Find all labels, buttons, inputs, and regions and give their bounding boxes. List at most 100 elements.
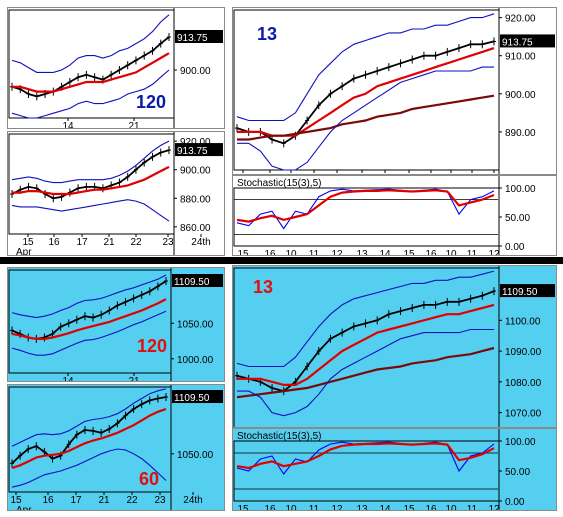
last-price-label: 1109.50: [174, 393, 210, 404]
chart-panel-bottom-13min: 1100.00 1090.00 1080.00 1070.00 1109.50 13: [232, 265, 557, 428]
chart-svg-bottom-13: 1100.00 1090.00 1080.00 1070.00 1109.50 13: [233, 266, 555, 427]
chart-panel-top-60min: 920.00900.00880.00860.00913.756015161721…: [7, 131, 225, 256]
x-tick-label: 12: [488, 249, 500, 256]
series-line-4: [237, 66, 494, 171]
chart-svg-bottom-stoch: Stochastic(15(3),5) 100.00 50.00 0.00 15 16 10…: [233, 429, 536, 511]
y-tick-label: 920.00: [180, 137, 211, 148]
series-line-3: [11, 448, 167, 488]
series-line-2: [11, 140, 170, 184]
x-tick-label: 14: [62, 376, 74, 382]
series-line-3: [11, 69, 170, 119]
series-line-1: [11, 298, 167, 341]
last-price-box: [500, 34, 555, 48]
last-price-box: [500, 284, 555, 298]
y-tick-label: 910.00: [505, 52, 536, 63]
timeframe-label: 60: [139, 469, 159, 489]
x-tick-label: 17: [76, 237, 88, 248]
x-sublabel: Apr: [16, 505, 32, 511]
last-price-label: 913.75: [177, 33, 208, 44]
series-line-1: [11, 407, 167, 470]
x-tick-label: 21: [98, 495, 110, 506]
last-price-box: [172, 390, 223, 404]
y-tick-label: 1050.00: [177, 450, 214, 461]
y-tick-label: 860.00: [180, 223, 211, 234]
x-tick-label: 12: [331, 249, 343, 256]
x-tick-label: 16: [425, 504, 437, 511]
x-tick-label: 17: [70, 495, 82, 506]
x-tick-label: 15: [10, 495, 22, 506]
y-tick-label: 900.00: [180, 166, 211, 177]
plot-area: [8, 269, 172, 374]
plot-area: [233, 267, 500, 427]
x-tick-label: 14: [379, 249, 391, 256]
series-line-3: [236, 270, 495, 368]
chart-svg-bottom-60: 1050.00 1109.50 60 15 16 17 21 22 23 24th Apr: [8, 385, 223, 511]
series-line-1: [12, 52, 170, 93]
x-tick-label: 16: [48, 237, 60, 248]
series-line-0: [236, 441, 495, 475]
chart-svg-top-stoch: Stochastic(15(3),5) 100.00 50.00 0.00 15 16 10…: [233, 176, 536, 256]
y-tick-label: 0.00: [505, 497, 525, 508]
timeframe-label: 13: [257, 24, 277, 44]
x-tick-label: 11: [467, 249, 478, 256]
section-separator: [0, 257, 563, 264]
series-line-2: [11, 274, 167, 319]
timeframe-label: 120: [136, 92, 166, 112]
chart-panel-bottom-120min: 1050.00 1000.00 1109.50 120 14 21: [7, 267, 225, 382]
y-tick-label: 900.00: [505, 90, 536, 101]
y-tick-label: 920.00: [505, 14, 536, 25]
x-tick-label: 13: [356, 249, 368, 256]
series-line-3: [11, 199, 170, 222]
x-tick-label: 11: [309, 249, 320, 256]
series-line-3: [11, 310, 167, 356]
last-price-label: 1109.50: [174, 277, 210, 288]
x-tick-label: 15: [237, 249, 249, 256]
y-tick-label: 1100.00: [505, 316, 541, 327]
series-line-4: [237, 328, 494, 417]
y-tick-label: 50.00: [505, 213, 530, 224]
series-line-1: [236, 442, 495, 470]
x-tick-label: 13: [356, 504, 368, 511]
series-line-0: [236, 290, 495, 393]
x-tick-label: 10: [445, 249, 457, 256]
y-tick-label: 50.00: [505, 467, 530, 478]
x-tick-label: 11: [467, 504, 478, 511]
timeframe-label: 120: [137, 336, 167, 356]
x-tick-label: 10: [285, 504, 297, 511]
stoch-title: Stochastic(15(3),5): [237, 431, 321, 442]
y-tick-label: 1050.00: [177, 319, 214, 330]
chart-svg-top-60: 920.00900.00880.00860.00913.756015161721…: [8, 132, 223, 255]
last-price-label: 913.75: [502, 37, 533, 48]
y-tick-label: 100.00: [505, 184, 536, 195]
chart-svg-top-120: 900.00 913.75 120 14 21: [8, 8, 223, 129]
last-price-label: 1109.50: [502, 287, 538, 298]
series-line-2: [11, 14, 170, 73]
last-price-box: [172, 274, 223, 288]
y-tick-label: 0.00: [505, 242, 525, 253]
x-tick-label: 14: [62, 121, 74, 129]
x-tick-label: 15: [403, 504, 415, 511]
series-line-0: [236, 40, 495, 145]
series-line-0: [236, 188, 495, 230]
x-tick-label: 21: [128, 121, 140, 129]
series-line-1: [12, 165, 170, 196]
x-tick-label: 23: [154, 495, 166, 506]
series-line-1: [236, 189, 495, 223]
plot-area: [8, 133, 175, 235]
x-tick-label: 24th: [191, 237, 210, 248]
stochastic-panel-top: Stochastic(15(3),5) 100.00 50.00 0.00 15 16 10…: [232, 175, 557, 256]
x-tick-label: 21: [103, 237, 115, 248]
y-tick-label: 1080.00: [505, 378, 542, 389]
x-tick-label: 12: [331, 504, 343, 511]
y-tick-label: 1090.00: [505, 347, 542, 358]
y-tick-label: 900.00: [180, 66, 211, 77]
y-tick-label: 890.00: [505, 128, 536, 139]
chart-svg-bottom-120: 1050.00 1000.00 1109.50 120 14 21: [8, 268, 223, 382]
x-tick-label: 15: [403, 249, 415, 256]
y-tick-label: 1000.00: [177, 355, 214, 366]
x-tick-label: 15: [237, 504, 249, 511]
series-line-0: [11, 149, 170, 200]
series-line-1: [237, 47, 495, 137]
last-price-label: 913.75: [177, 146, 208, 157]
